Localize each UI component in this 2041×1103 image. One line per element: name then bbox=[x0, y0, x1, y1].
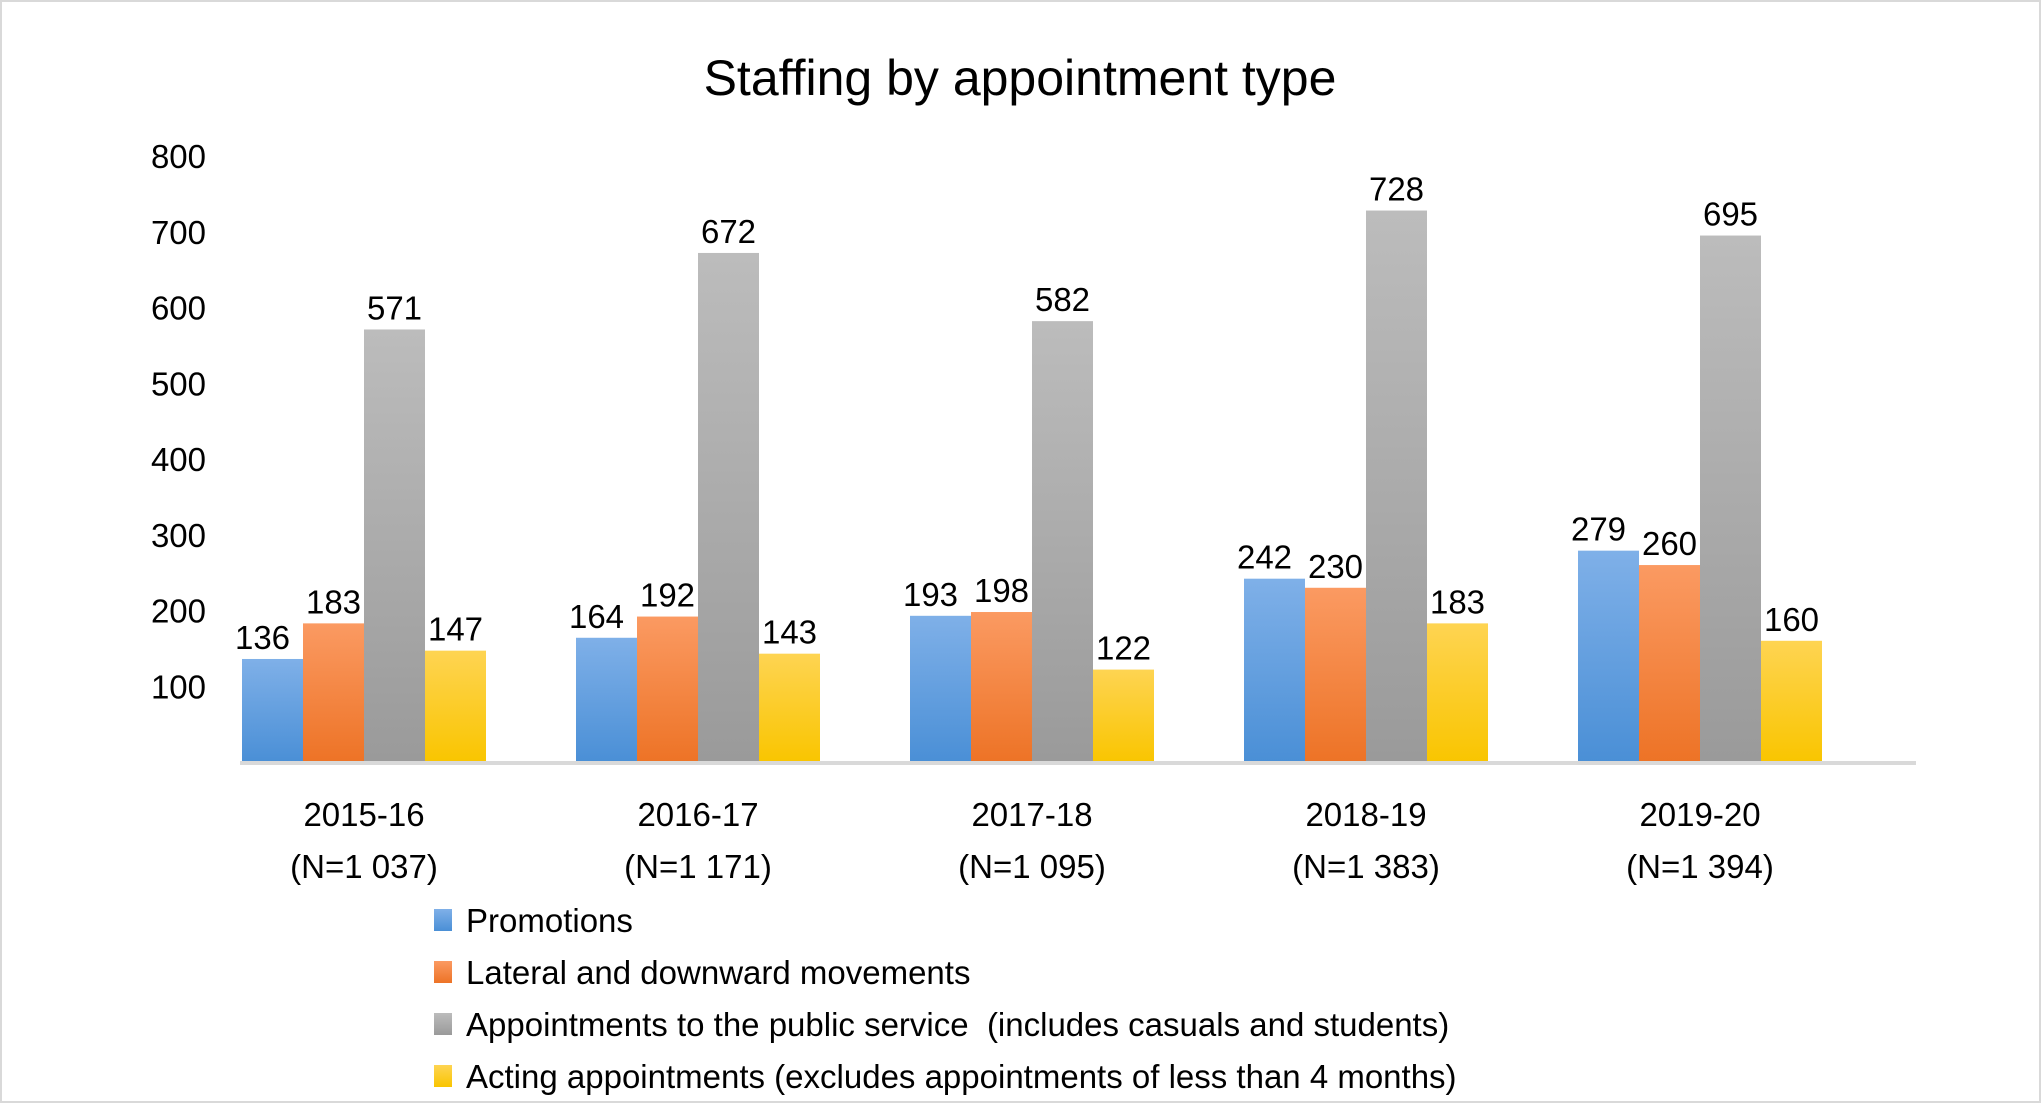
data-label: 728 bbox=[1369, 171, 1424, 208]
bar bbox=[1244, 578, 1305, 762]
data-labels: 136 183 571 147 164 192 672 143 193 198 582 122 242 2… bbox=[235, 171, 1819, 667]
bar bbox=[1305, 587, 1366, 762]
x-tick-label-n: (N=1 037) bbox=[290, 848, 438, 885]
bar bbox=[425, 650, 486, 762]
legend-swatch bbox=[434, 961, 452, 983]
bar bbox=[971, 612, 1032, 762]
data-label: 160 bbox=[1764, 601, 1819, 638]
bar bbox=[242, 658, 303, 762]
x-tick-label-n: (N=1 095) bbox=[958, 848, 1106, 885]
data-label: 164 bbox=[569, 598, 624, 635]
legend-swatch bbox=[434, 909, 452, 931]
y-tick-label: 100 bbox=[151, 668, 206, 705]
bar bbox=[1639, 565, 1700, 762]
data-label: 136 bbox=[235, 619, 290, 656]
y-tick-label: 300 bbox=[151, 517, 206, 554]
bars bbox=[242, 210, 1822, 763]
x-tick-label: 2019-20 bbox=[1639, 796, 1760, 833]
x-tick-label: 2018-19 bbox=[1305, 796, 1426, 833]
legend-label: Promotions bbox=[466, 902, 633, 939]
data-label: 122 bbox=[1096, 630, 1151, 667]
data-label: 260 bbox=[1642, 525, 1697, 562]
y-tick-label: 400 bbox=[151, 441, 206, 478]
data-label: 143 bbox=[762, 614, 817, 651]
data-label: 582 bbox=[1035, 281, 1090, 318]
bar bbox=[1366, 210, 1427, 763]
data-label: 279 bbox=[1571, 511, 1626, 548]
y-tick-label: 500 bbox=[151, 365, 206, 402]
data-label: 230 bbox=[1308, 548, 1363, 585]
bar bbox=[1032, 321, 1093, 762]
x-tick-label-n: (N=1 383) bbox=[1292, 848, 1440, 885]
bar bbox=[637, 616, 698, 762]
data-label: 571 bbox=[367, 289, 422, 326]
y-tick-label: 600 bbox=[151, 290, 206, 327]
y-axis-ticks: 100 200 300 400 500 600 700 800 bbox=[151, 138, 206, 705]
data-label: 242 bbox=[1237, 539, 1292, 576]
bar bbox=[1427, 623, 1488, 762]
x-tick-label: 2015-16 bbox=[303, 796, 424, 833]
legend: Promotions Lateral and downward movements… bbox=[434, 902, 1457, 1095]
bar bbox=[1700, 235, 1761, 763]
data-label: 695 bbox=[1703, 196, 1758, 233]
x-tick-label-n: (N=1 394) bbox=[1626, 848, 1774, 885]
bar bbox=[698, 252, 759, 762]
x-tick-label: 2017-18 bbox=[971, 796, 1092, 833]
data-label: 193 bbox=[903, 576, 958, 613]
x-tick-label-n: (N=1 171) bbox=[624, 848, 772, 885]
bar bbox=[759, 653, 820, 762]
bar bbox=[576, 637, 637, 762]
data-label: 147 bbox=[428, 611, 483, 648]
bar bbox=[1093, 669, 1154, 762]
bar bbox=[1578, 550, 1639, 762]
data-label: 183 bbox=[1430, 583, 1485, 620]
legend-swatch bbox=[434, 1013, 452, 1035]
bar bbox=[303, 623, 364, 762]
bar bbox=[910, 615, 971, 762]
legend-label: Appointments to the public service (incl… bbox=[466, 1006, 1449, 1043]
y-tick-label: 200 bbox=[151, 593, 206, 630]
x-tick-label: 2016-17 bbox=[637, 796, 758, 833]
legend-label: Lateral and downward movements bbox=[466, 954, 970, 991]
chart-title: Staffing by appointment type bbox=[704, 50, 1337, 106]
y-tick-label: 800 bbox=[151, 138, 206, 175]
legend-label: Acting appointments (excludes appointmen… bbox=[466, 1058, 1457, 1095]
y-tick-label: 700 bbox=[151, 214, 206, 251]
legend-swatch bbox=[434, 1065, 452, 1087]
data-label: 672 bbox=[701, 213, 756, 250]
data-label: 198 bbox=[974, 572, 1029, 609]
data-label: 192 bbox=[640, 577, 695, 614]
data-label: 183 bbox=[306, 583, 361, 620]
x-axis-categories: 2015-16 (N=1 037) 2016-17 (N=1 171) 2017-18 (… bbox=[290, 796, 1774, 885]
bar bbox=[364, 329, 425, 762]
bar bbox=[1761, 640, 1822, 762]
